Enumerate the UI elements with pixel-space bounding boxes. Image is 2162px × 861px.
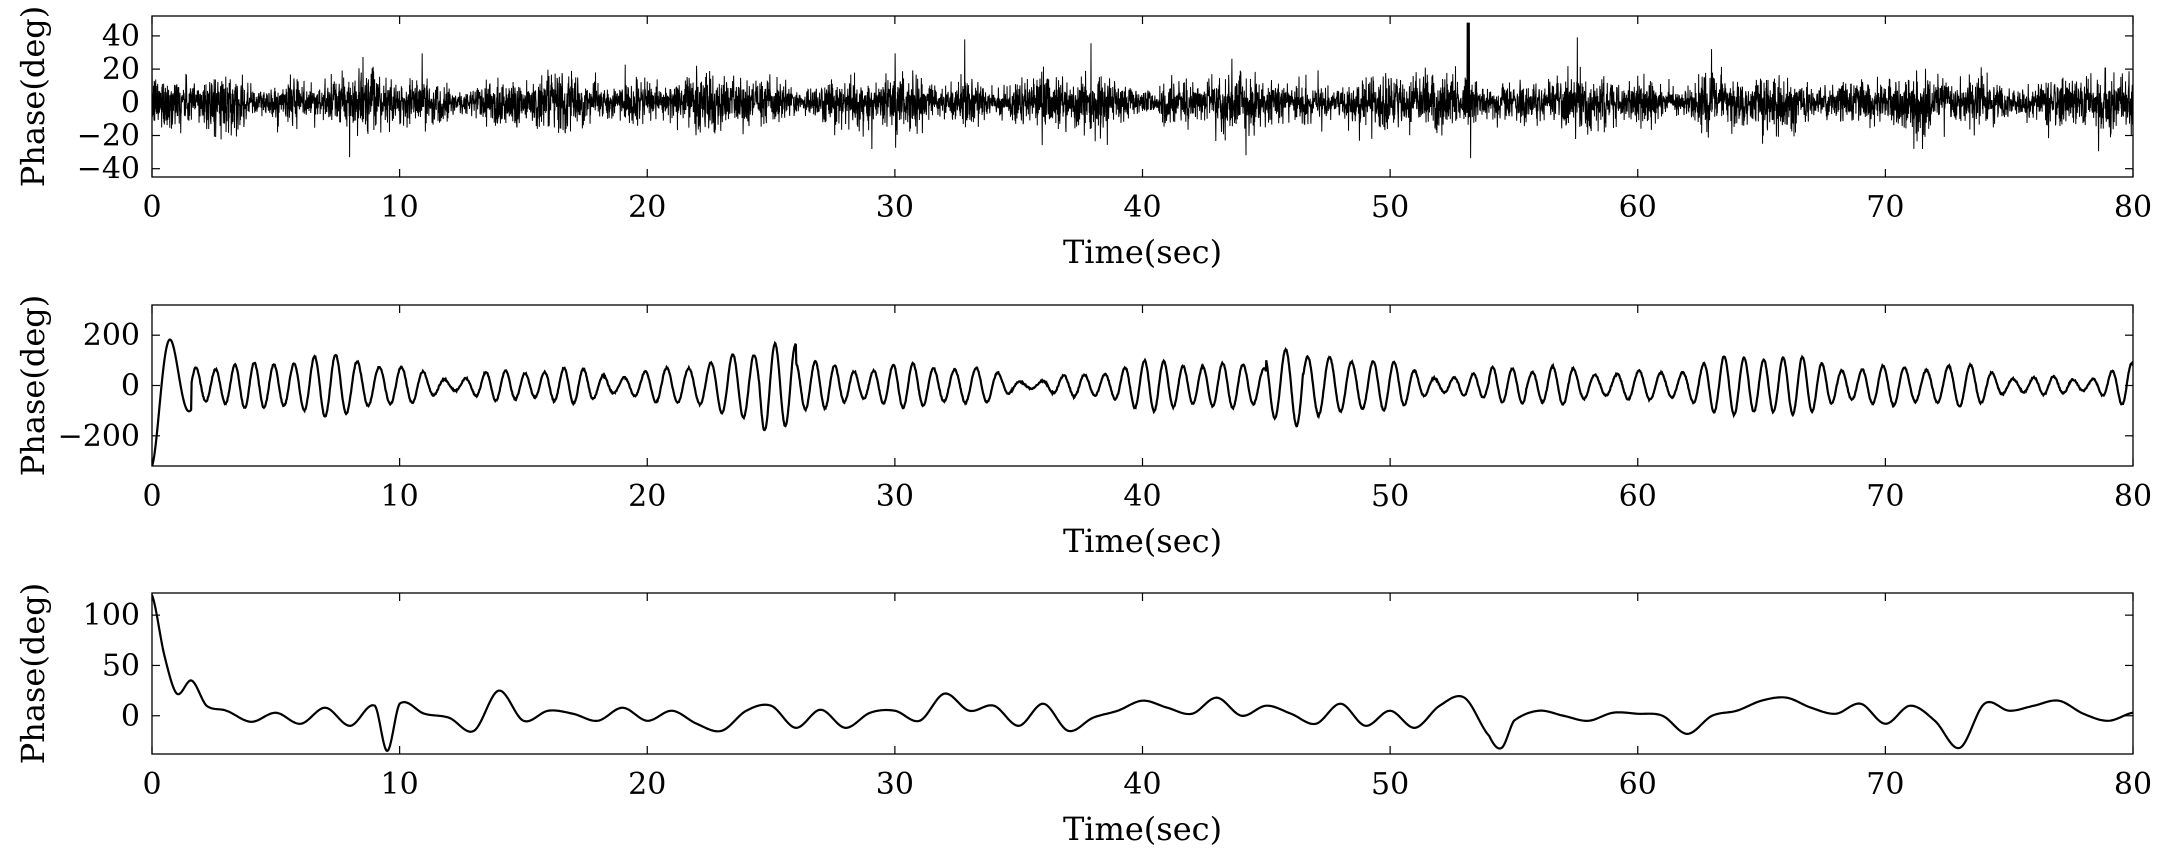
series-line [152, 22, 2133, 159]
y-tick-label: 0 [121, 699, 140, 734]
x-tick-label: 50 [1371, 767, 1409, 802]
x-tick-label: 20 [628, 479, 666, 514]
x-tick-label: 30 [876, 767, 914, 802]
y-tick-label: 0 [121, 85, 140, 120]
y-axis-title: Phase(deg) [14, 6, 52, 187]
panel-oscillation: 0 10 20 30 40 50 60 70 80−2000200Time(sec)Phase(… [14, 295, 2152, 560]
y-tick-label: 0 [121, 369, 140, 404]
panel-noise: 0 10 20 30 40 50 60 70 80−40−2002040Time(sec)Pha… [14, 6, 2152, 271]
x-tick-label: 70 [1866, 479, 1904, 514]
x-tick-label: 70 [1866, 767, 1904, 802]
series-line [152, 338, 2133, 466]
x-axis-title: Time(sec) [1063, 522, 1222, 560]
panel-smooth: 0 10 20 30 40 50 60 70 80 0 50 100 Time(sec) Phase(de… [14, 583, 2152, 848]
x-tick-label: 50 [1371, 479, 1409, 514]
y-tick-label: −200 [58, 419, 140, 454]
y-axis-title: Phase(deg) [14, 295, 52, 476]
x-tick-label: 30 [876, 479, 914, 514]
y-tick-label: −20 [77, 119, 140, 154]
axes-frame [151, 592, 2134, 755]
y-tick-label: 40 [102, 19, 140, 54]
x-tick-label: 20 [628, 190, 666, 225]
x-tick-label: 80 [2114, 190, 2152, 225]
x-tick-label: 0 [142, 190, 161, 225]
x-tick-label: 80 [2114, 767, 2152, 802]
x-tick-label: 0 [142, 767, 161, 802]
x-tick-label: 30 [876, 190, 914, 225]
x-axis-title: Time(sec) [1063, 810, 1222, 848]
x-tick-label: 60 [1619, 479, 1657, 514]
y-axis-title: Phase(deg) [14, 583, 52, 764]
x-tick-label: 50 [1371, 190, 1409, 225]
x-tick-label: 10 [381, 479, 419, 514]
x-tick-label: 10 [381, 190, 419, 225]
y-tick-label: −40 [77, 152, 140, 187]
y-tick-label: 50 [102, 648, 140, 683]
y-tick-label: 100 [83, 598, 140, 633]
x-tick-label: 80 [2114, 479, 2152, 514]
x-tick-label: 40 [1123, 190, 1161, 225]
x-axis-title: Time(sec) [1063, 233, 1222, 271]
x-tick-label: 60 [1619, 767, 1657, 802]
series-line [152, 594, 2133, 753]
x-tick-label: 20 [628, 767, 666, 802]
x-tick-label: 10 [381, 767, 419, 802]
x-tick-label: 60 [1619, 190, 1657, 225]
x-tick-label: 40 [1123, 479, 1161, 514]
x-tick-label: 70 [1866, 190, 1904, 225]
y-tick-label: 200 [83, 318, 140, 353]
y-tick-label: 20 [102, 52, 140, 87]
x-tick-label: 40 [1123, 767, 1161, 802]
x-tick-label: 0 [142, 479, 161, 514]
